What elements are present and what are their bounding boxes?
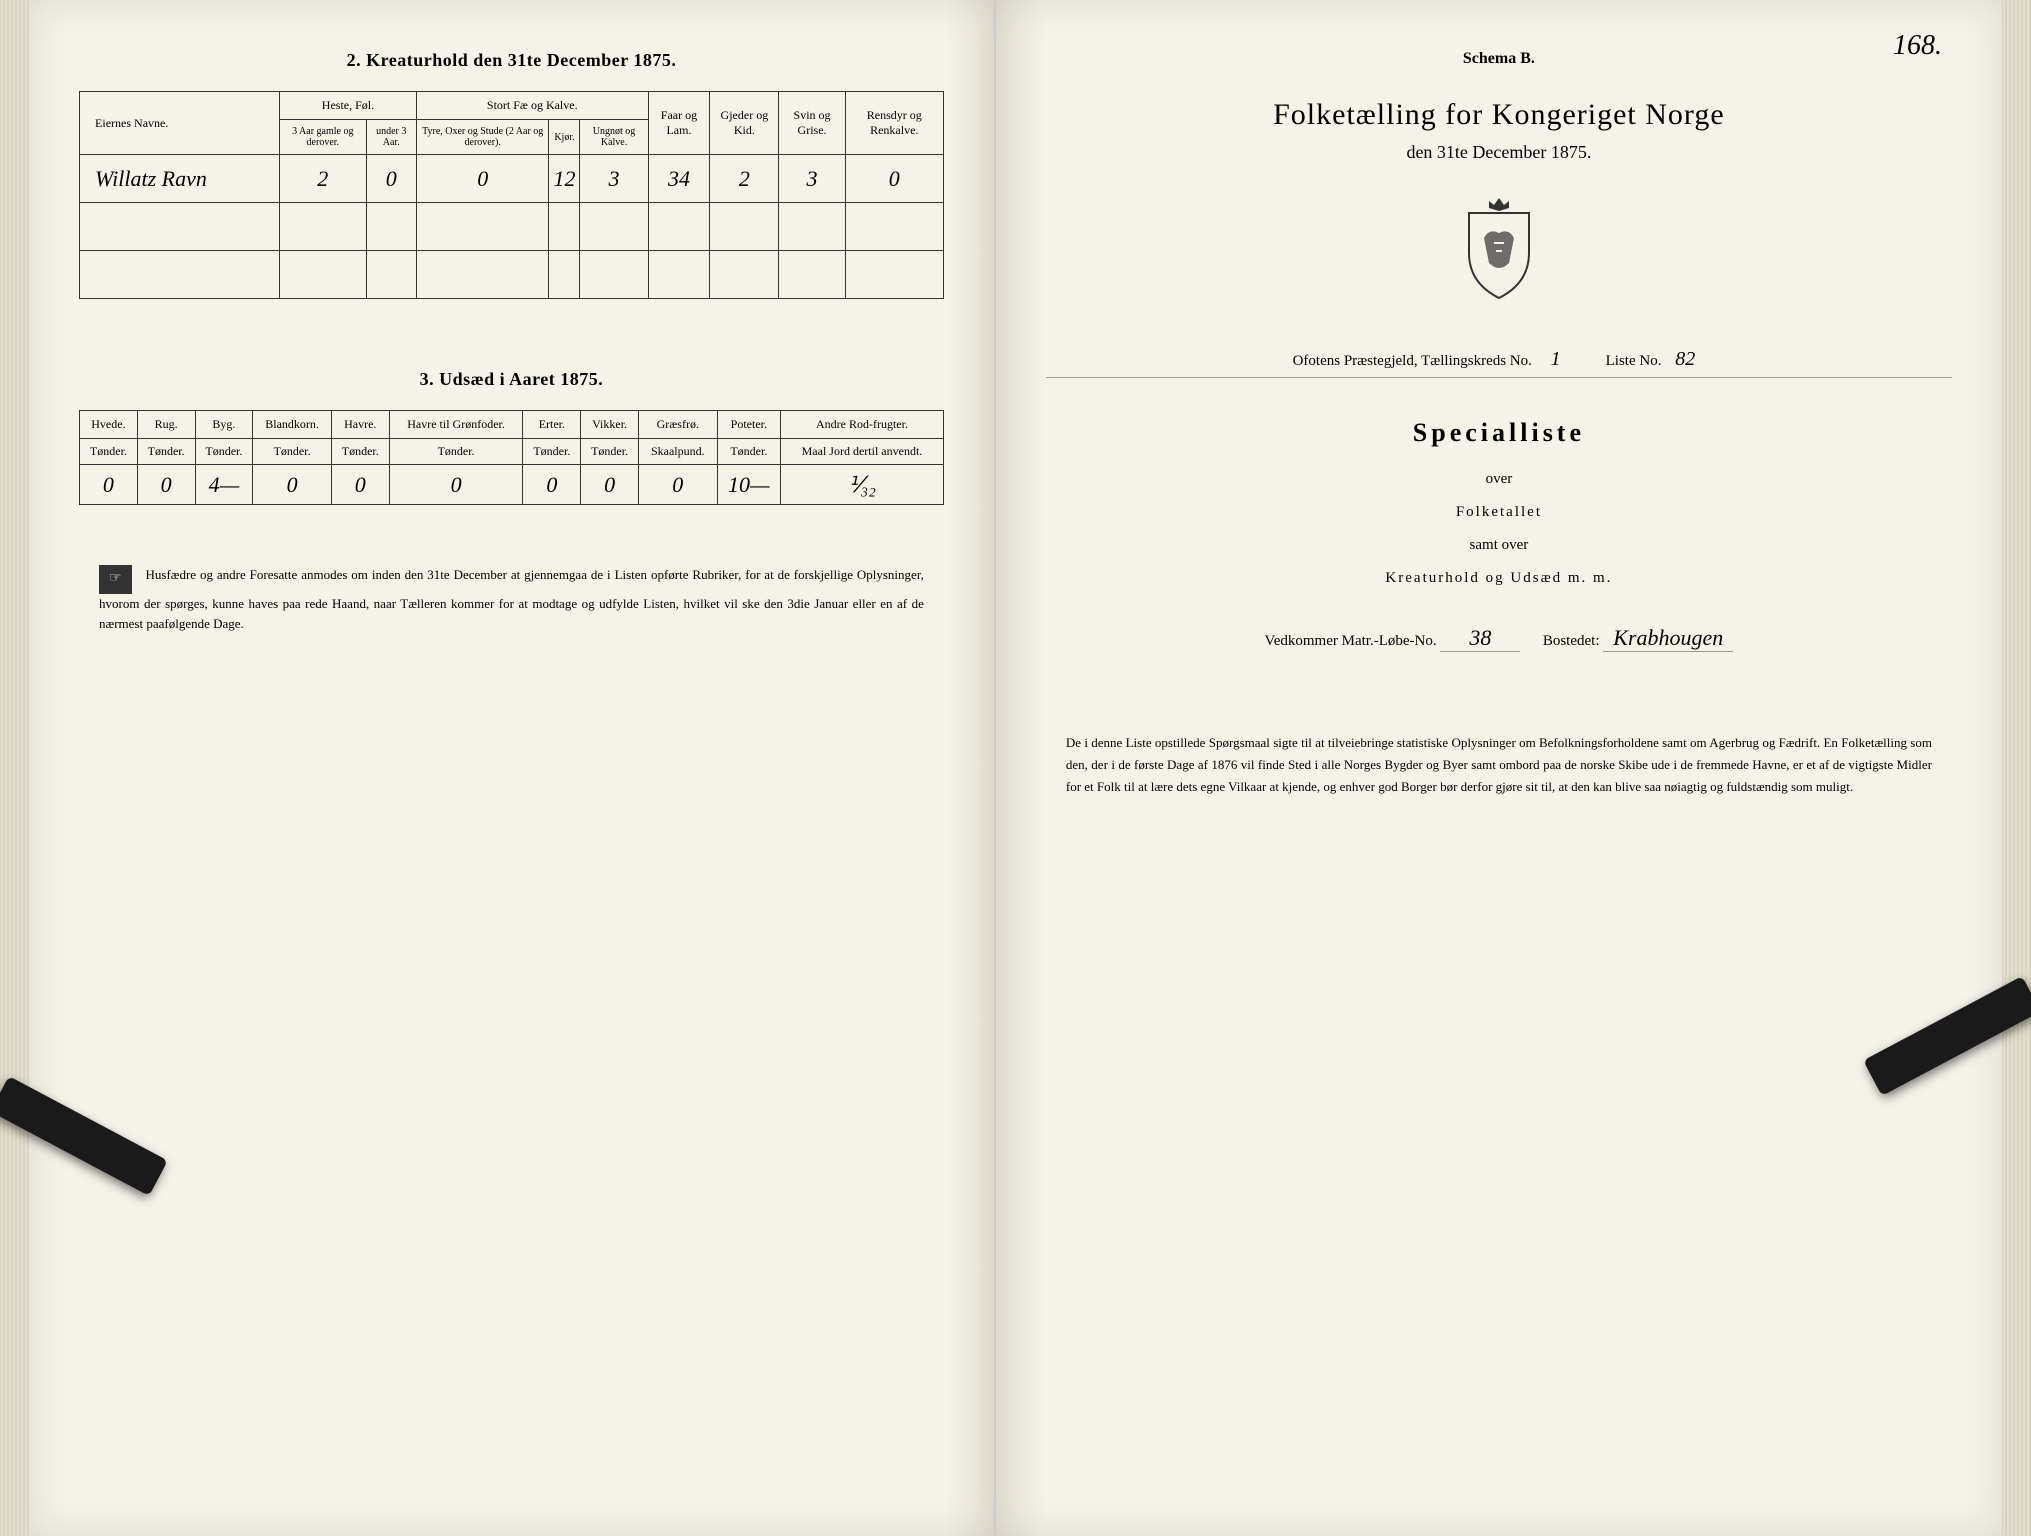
- cell-v8: 3: [779, 155, 845, 203]
- right-page: 168. Schema B. Folketælling for Kongerig…: [996, 0, 2002, 1536]
- unit-t5: Tønder.: [331, 439, 389, 465]
- section2-title: 2. Kreaturhold den 31te December 1875.: [79, 50, 944, 71]
- unit-t11: Maal Jord dertil anvendt.: [781, 439, 944, 465]
- seed-v3: 4—: [195, 465, 253, 505]
- unit-t8: Tønder.: [581, 439, 639, 465]
- th-stort-sub1: Tyre, Oxer og Stude (2 Aar og derover).: [416, 120, 549, 155]
- th-stort: Stort Fæ og Kalve.: [416, 92, 648, 120]
- th-havregr: Havre til Grønfoder.: [389, 411, 523, 439]
- over-l2: Folketallet: [1046, 496, 1952, 529]
- coat-of-arms-icon: [1046, 193, 1952, 308]
- vedkommer-label2: Bostedet:: [1543, 633, 1600, 649]
- liste-label: Liste No.: [1606, 353, 1662, 369]
- cell-v4: 12: [549, 155, 580, 203]
- th-gjeder: Gjeder og Kid.: [710, 92, 779, 155]
- meta-prefix: Ofotens Præstegjeld, Tællingskreds No.: [1293, 353, 1532, 369]
- unit-t7: Tønder.: [523, 439, 581, 465]
- kreds-no: 1: [1536, 348, 1576, 371]
- th-rug: Rug.: [137, 411, 195, 439]
- seed-v10: 10—: [717, 465, 780, 505]
- table-row: [80, 203, 944, 251]
- section3-title: 3. Udsæd i Aaret 1875.: [79, 369, 944, 390]
- book-spread: 2. Kreaturhold den 31te December 1875. E…: [0, 0, 2031, 1536]
- cell-name: Willatz Ravn: [80, 155, 280, 203]
- unit-t6: Tønder.: [389, 439, 523, 465]
- over-block: over Folketallet samt over Kreaturhold o…: [1046, 463, 1952, 595]
- over-l4: Kreaturhold og Udsæd m. m.: [1046, 562, 1952, 595]
- th-heste: Heste, Føl.: [280, 92, 417, 120]
- th-erter: Erter.: [523, 411, 581, 439]
- seed-v2: 0: [137, 465, 195, 505]
- seed-table: Hvede. Rug. Byg. Blandkorn. Havre. Havre…: [79, 410, 944, 505]
- table-row: [80, 251, 944, 299]
- th-vikker: Vikker.: [581, 411, 639, 439]
- cell-v5: 3: [580, 155, 648, 203]
- seed-v7: 0: [523, 465, 581, 505]
- cell-v9: 0: [845, 155, 943, 203]
- seed-v5: 0: [331, 465, 389, 505]
- seed-v8: 0: [581, 465, 639, 505]
- page-edge-left: [0, 0, 29, 1536]
- seed-v11: ⅟₃₂: [781, 465, 944, 505]
- unit-t4: Tønder.: [253, 439, 332, 465]
- cell-v7: 2: [710, 155, 779, 203]
- main-title: Folketælling for Kongeriget Norge: [1046, 98, 1952, 132]
- bosted: Krabhougen: [1603, 625, 1733, 652]
- cell-v2: 0: [366, 155, 416, 203]
- th-heste-sub2: under 3 Aar.: [366, 120, 416, 155]
- table-row: 0 0 4— 0 0 0 0 0 0 10— ⅟₃₂: [80, 465, 944, 505]
- unit-t9: Skaalpund.: [638, 439, 717, 465]
- page-edge-right: [2002, 0, 2031, 1536]
- left-footer-note: ☞ Husfædre og andre Foresatte anmodes om…: [79, 565, 944, 635]
- over-l1: over: [1046, 463, 1952, 496]
- th-byg: Byg.: [195, 411, 253, 439]
- th-hvede: Hvede.: [80, 411, 138, 439]
- schema-label: Schema B.: [1046, 50, 1952, 68]
- th-poteter: Poteter.: [717, 411, 780, 439]
- meta-line: Ofotens Præstegjeld, Tællingskreds No. 1…: [1046, 348, 1952, 378]
- th-heste-sub1: 3 Aar gamle og derover.: [280, 120, 367, 155]
- unit-t10: Tønder.: [717, 439, 780, 465]
- unit-t1: Tønder.: [80, 439, 138, 465]
- seed-v1: 0: [80, 465, 138, 505]
- th-stort-sub2: Kjør.: [549, 120, 580, 155]
- pointing-hand-icon: ☞: [99, 565, 132, 593]
- th-bland: Blandkorn.: [253, 411, 332, 439]
- liste-no: 82: [1665, 348, 1705, 371]
- left-page: 2. Kreaturhold den 31te December 1875. E…: [29, 0, 996, 1536]
- th-stort-sub3: Ungnøt og Kalve.: [580, 120, 648, 155]
- th-svin: Svin og Grise.: [779, 92, 845, 155]
- th-rensdyr: Rensdyr og Renkalve.: [845, 92, 943, 155]
- sub-title: den 31te December 1875.: [1046, 142, 1952, 163]
- right-footer-text: De i denne Liste opstillede Spørgsmaal s…: [1046, 732, 1952, 798]
- unit-t2: Tønder.: [137, 439, 195, 465]
- th-faar: Faar og Lam.: [648, 92, 710, 155]
- livestock-table: Eiernes Navne. Heste, Føl. Stort Fæ og K…: [79, 91, 944, 299]
- th-havre: Havre.: [331, 411, 389, 439]
- cell-v3: 0: [416, 155, 549, 203]
- cell-v1: 2: [280, 155, 367, 203]
- th-name: Eiernes Navne.: [80, 92, 280, 155]
- th-graes: Græsfrø.: [638, 411, 717, 439]
- vedkommer-line: Vedkommer Matr.-Løbe-No. 38 Bostedet: Kr…: [1046, 625, 1952, 652]
- seed-v9: 0: [638, 465, 717, 505]
- matr-no: 38: [1440, 625, 1520, 652]
- cell-v6: 34: [648, 155, 710, 203]
- page-number: 168.: [1893, 30, 1942, 62]
- specialliste-title: Specialliste: [1046, 418, 1952, 448]
- table-row: Willatz Ravn 2 0 0 12 3 34 2 3 0: [80, 155, 944, 203]
- seed-v6: 0: [389, 465, 523, 505]
- over-l3: samt over: [1046, 529, 1952, 562]
- unit-t3: Tønder.: [195, 439, 253, 465]
- th-andre: Andre Rod-frugter.: [781, 411, 944, 439]
- footer-text: Husfædre og andre Foresatte anmodes om i…: [99, 567, 924, 631]
- vedkommer-label1: Vedkommer Matr.-Løbe-No.: [1265, 633, 1437, 649]
- seed-v4: 0: [253, 465, 332, 505]
